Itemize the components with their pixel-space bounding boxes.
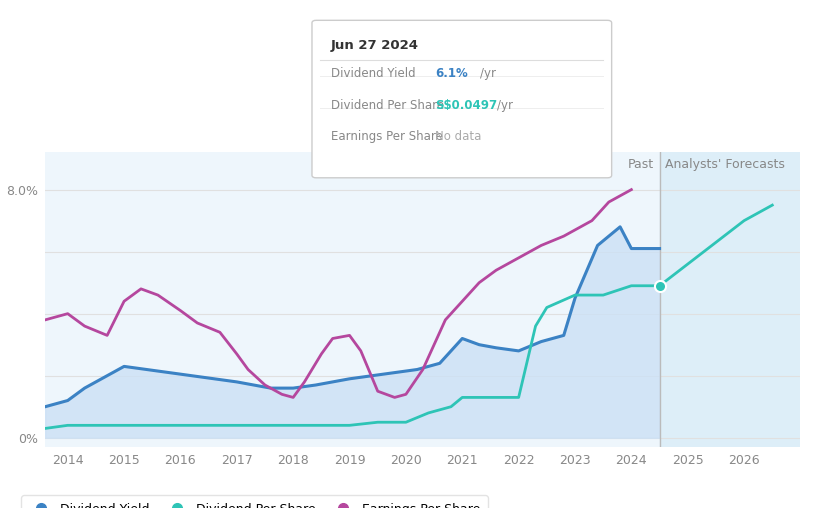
Bar	[659, 152, 800, 447]
Text: Analysts' Forecasts: Analysts' Forecasts	[665, 158, 785, 171]
Text: /yr: /yr	[497, 99, 512, 112]
Text: Earnings Per Share: Earnings Per Share	[331, 130, 443, 143]
Bar	[45, 152, 659, 447]
Text: Jun 27 2024: Jun 27 2024	[331, 39, 419, 52]
Text: S$0.0497: S$0.0497	[435, 99, 498, 112]
Text: Dividend Yield: Dividend Yield	[331, 67, 415, 80]
Text: No data: No data	[435, 130, 481, 143]
Text: Dividend Per Share: Dividend Per Share	[331, 99, 444, 112]
Text: 6.1%: 6.1%	[435, 67, 468, 80]
Text: Past: Past	[628, 158, 654, 171]
Text: /yr: /yr	[480, 67, 496, 80]
Legend: Dividend Yield, Dividend Per Share, Earnings Per Share: Dividend Yield, Dividend Per Share, Earn…	[21, 495, 488, 508]
